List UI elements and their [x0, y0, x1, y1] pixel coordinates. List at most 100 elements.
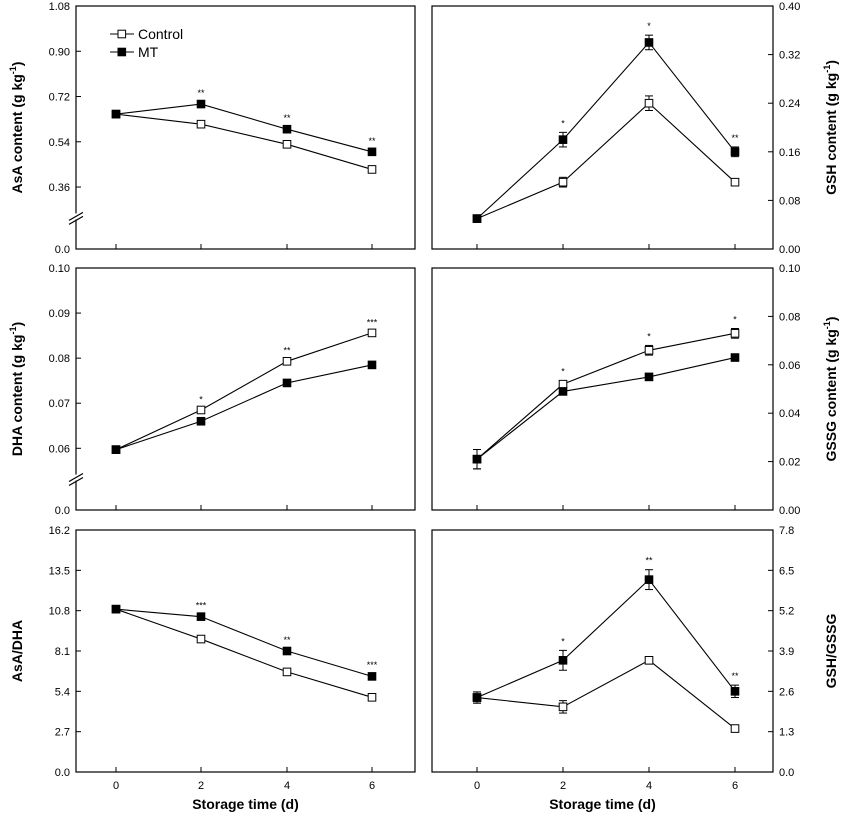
- plot-frame: [75, 267, 416, 511]
- data-point-mt: [472, 693, 482, 702]
- y-tick-label: 16.2: [49, 525, 70, 537]
- data-point-control: [196, 634, 206, 644]
- series-line-control: [476, 332, 736, 460]
- significance-label: *: [647, 21, 651, 31]
- data-point-mt: [558, 656, 568, 665]
- significance-label: **: [731, 671, 739, 681]
- y-tick-label: 6.5: [779, 565, 794, 577]
- series-line-mt: [115, 103, 373, 153]
- y-tick-label: 0.10: [779, 263, 800, 275]
- significance-label: **: [283, 635, 291, 645]
- x-axis-title: Storage time (d): [549, 796, 656, 812]
- data-point-control: [644, 345, 654, 355]
- y-tick-label: 13.5: [49, 565, 70, 577]
- plot-frame: [75, 5, 416, 250]
- data-point-mt: [558, 387, 568, 396]
- significance-label: *: [561, 636, 565, 646]
- significance-label: **: [645, 556, 653, 566]
- y-axis-title: DHA content (g kg-1): [8, 322, 25, 456]
- y-tick-label: 0.72: [49, 92, 70, 104]
- y-tick-label: 1.3: [779, 727, 794, 739]
- significance-label: *: [561, 367, 565, 377]
- y-tick-label: 10.8: [49, 606, 70, 618]
- panel-gsh: 0.00 0.08 0.16 0.24 0.32 0.40 GSH content (g k…: [431, 1, 839, 256]
- axis-break-mark: [68, 215, 84, 225]
- data-point-mt: [472, 214, 482, 223]
- data-point-mt: [282, 378, 292, 388]
- y-tick-label: 0.0: [55, 244, 70, 256]
- panel-asa: 0.0 0.36 0.54 0.72 0.90 1.08 AsA content (g kg…: [8, 1, 416, 256]
- legend-label-control: Control: [138, 26, 183, 42]
- y-tick-label: 3.9: [779, 646, 794, 658]
- y-tick-label: 7.8: [779, 525, 794, 537]
- y-tick-label: 0.09: [49, 308, 70, 320]
- y-tick-label: 0.0: [55, 767, 70, 779]
- series-line-control: [115, 332, 373, 451]
- y-tick-label: 8.1: [55, 646, 70, 658]
- series-line-mt: [476, 578, 736, 699]
- data-point-mt: [644, 372, 654, 382]
- significance-label: *: [733, 315, 737, 325]
- panel-asa-dha: 0.0 2.7 5.4 8.1 10.8 13.5 16.2 0 2 4 6 Storage time…: [9, 525, 416, 812]
- significance-label: ***: [196, 600, 207, 610]
- series-line-mt: [115, 608, 373, 677]
- y-tick-label: 0.16: [779, 147, 800, 159]
- y-tick-label: 0.08: [779, 195, 800, 207]
- y-tick-label: 0.24: [779, 98, 800, 110]
- data-point-mt: [644, 38, 654, 47]
- data-point-control: [196, 405, 206, 415]
- series-line-control: [476, 659, 736, 729]
- x-tick-label: 0: [113, 780, 119, 792]
- y-tick-label: 0.02: [779, 457, 800, 469]
- data-point-mt: [730, 687, 740, 696]
- data-point-mt: [472, 454, 482, 464]
- y-tick-label: 0.00: [779, 244, 800, 256]
- data-point-mt: [111, 445, 121, 454]
- y-tick-label: 0.06: [49, 443, 70, 455]
- y-axis-title: AsA/DHA: [9, 620, 25, 682]
- x-tick-label: 2: [198, 780, 204, 792]
- data-point-mt: [730, 147, 740, 157]
- significance-label: **: [731, 133, 739, 143]
- panel-gssg: 0.00 0.02 0.04 0.06 0.08 0.10 GSSG content (g …: [431, 263, 839, 517]
- y-axis-title: GSSG content (g kg-1): [822, 317, 839, 462]
- plot-frame: [431, 267, 774, 511]
- y-tick-label: 0.00: [779, 505, 800, 517]
- y-tick-label: 0.08: [779, 311, 800, 323]
- plot-frame: [431, 5, 774, 250]
- y-tick-label: 0.08: [49, 353, 70, 365]
- y-tick-label: 0.04: [779, 408, 800, 420]
- data-point-mt: [111, 109, 121, 119]
- data-point-mt: [367, 360, 377, 370]
- significance-label: **: [283, 345, 291, 355]
- x-tick-label: 6: [732, 780, 738, 792]
- plot-frame: [431, 529, 774, 773]
- data-point-mt: [282, 646, 292, 656]
- x-tick-label: 6: [369, 780, 375, 792]
- y-tick-label: 2.6: [779, 686, 794, 698]
- data-point-mt: [730, 353, 740, 362]
- y-tick-label: 1.08: [49, 1, 70, 13]
- y-tick-label: 0.07: [49, 398, 70, 410]
- data-point-control: [644, 98, 654, 108]
- x-axis-title: Storage time (d): [192, 796, 299, 812]
- y-tick-label: 0.90: [49, 46, 70, 58]
- data-point-control: [644, 656, 654, 665]
- y-tick-label: 0.0: [55, 505, 70, 517]
- significance-label: *: [199, 395, 203, 405]
- significance-label: **: [368, 136, 376, 146]
- significance-label: ***: [367, 660, 378, 670]
- data-point-control: [282, 357, 292, 366]
- y-axis-title: GSH content (g kg-1): [822, 60, 839, 195]
- axis-break-mark: [68, 477, 84, 487]
- data-point-mt: [282, 124, 292, 134]
- data-point-control: [558, 177, 568, 187]
- data-point-control: [558, 702, 568, 712]
- series-line-mt: [476, 357, 736, 460]
- y-tick-label: 0.36: [49, 182, 70, 194]
- y-axis-title: AsA content (g kg-1): [8, 62, 25, 194]
- y-tick-label: 0.54: [49, 137, 70, 149]
- legend-label-mt: MT: [138, 44, 159, 60]
- x-tick-label: 4: [646, 780, 652, 792]
